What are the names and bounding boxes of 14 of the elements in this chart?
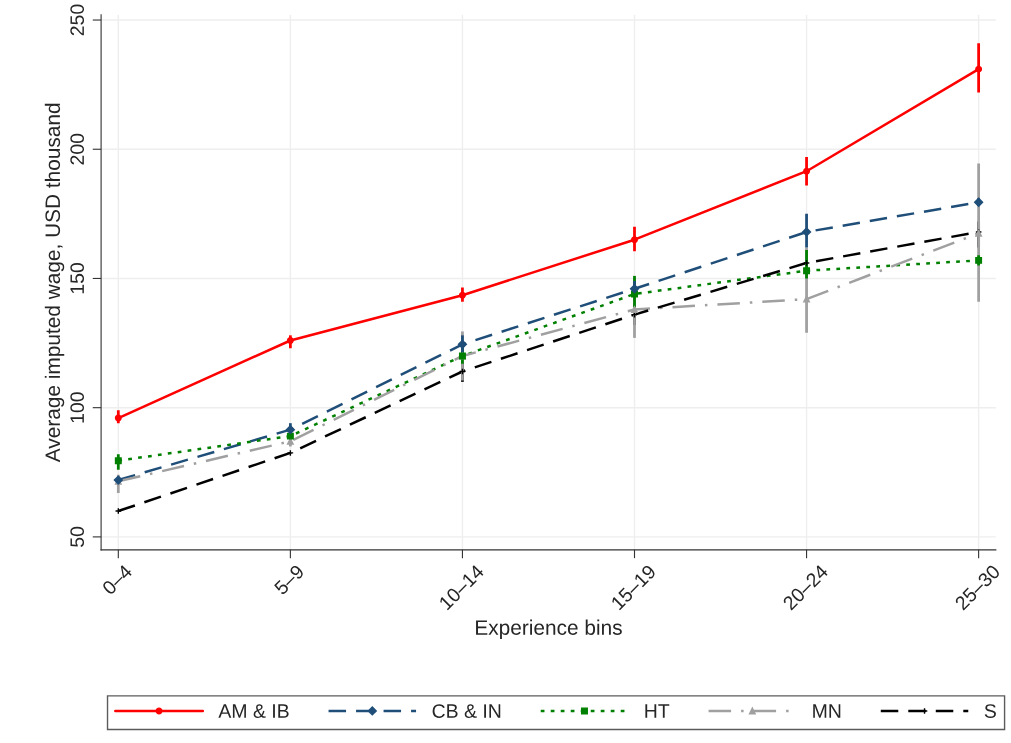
- y-tick-label: 250: [70, 4, 85, 36]
- y-axis-title: Average imputed wage, USD thousand: [44, 103, 65, 463]
- y-tick-label: 50: [70, 526, 85, 547]
- legend-label: HT: [645, 704, 670, 718]
- legend-label: CB & IN: [432, 704, 501, 718]
- legend-label: MN: [813, 704, 841, 718]
- legend-label: S: [984, 704, 996, 718]
- x-tick-label: 5–9: [273, 564, 305, 596]
- y-tick-label: 150: [70, 263, 85, 294]
- y-tick-label: 200: [70, 133, 85, 165]
- y-tick-label: 100: [70, 392, 85, 423]
- x-axis-title: Experience bins: [476, 619, 622, 640]
- legend-label: AM & IB: [218, 704, 289, 718]
- x-tick-label: 0–4: [101, 563, 134, 596]
